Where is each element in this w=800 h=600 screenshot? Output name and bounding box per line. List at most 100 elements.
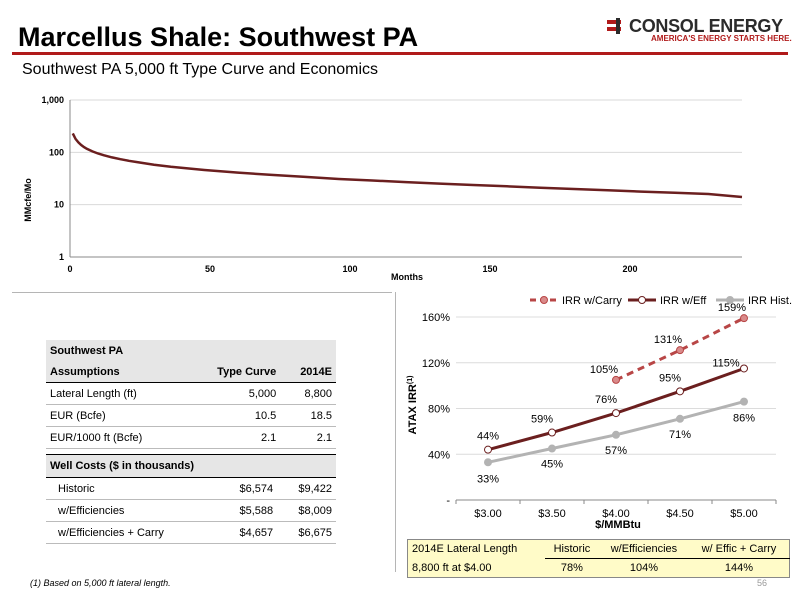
page-title: Marcellus Shale: Southwest PA bbox=[18, 22, 419, 52]
company-logo: CONSOL ENERGY AMERICA'S ENERGY STARTS HE… bbox=[607, 16, 792, 46]
table-row: w/Efficiencies + Carry $4,657 $6,675 bbox=[46, 521, 336, 544]
irr-table-carry-value: 144% bbox=[724, 562, 754, 574]
x-tick-label: $5.00 bbox=[730, 508, 758, 520]
panel-divider-vertical bbox=[395, 292, 396, 572]
irr-table-header-efficiencies: w/Efficiencies bbox=[598, 539, 689, 559]
row-label: EUR (Bcfe) bbox=[46, 404, 187, 427]
table-row: Historic $6,574 $9,422 bbox=[46, 477, 336, 500]
data-label: 95% bbox=[659, 372, 681, 384]
footnote: (1) Based on 5,000 ft lateral length. bbox=[30, 578, 171, 588]
irr-table-row-label: 8,800 ft at $4.00 bbox=[412, 561, 492, 574]
cell-2014e: $9,422 bbox=[277, 477, 336, 500]
irr-table-historic-value: 78% bbox=[560, 562, 583, 574]
x-tick-label: 200 bbox=[622, 264, 637, 274]
cell-2014e: $6,675 bbox=[277, 521, 336, 544]
y-tick-label: - bbox=[446, 495, 450, 507]
y-tick-label: 100 bbox=[49, 147, 64, 157]
title-divider bbox=[12, 52, 788, 55]
type-curve-line bbox=[71, 132, 743, 199]
irr-efficiency-point bbox=[612, 409, 620, 418]
x-tick-label: 100 bbox=[342, 264, 357, 274]
x-tick-label: $4.00 bbox=[602, 508, 630, 520]
irr-carry-point bbox=[740, 314, 748, 323]
cell-type-curve: $4,657 bbox=[218, 521, 278, 544]
y-tick-label: 1,000 bbox=[41, 95, 64, 105]
cell-type-curve: 5,000 bbox=[186, 382, 281, 405]
cell-type-curve: 2.1 bbox=[186, 426, 281, 449]
y-tick-label: 40% bbox=[428, 449, 450, 461]
row-label: EUR/1000 ft (Bcfe) bbox=[46, 426, 187, 449]
legend-label: IRR Hist. bbox=[748, 295, 792, 307]
cell-type-curve: $6,574 bbox=[218, 477, 278, 500]
irr-historic-point bbox=[484, 458, 492, 467]
x-axis-label: Months bbox=[391, 272, 423, 282]
irr-historic-point bbox=[548, 444, 556, 453]
legend-label: IRR w/Carry bbox=[562, 295, 622, 307]
irr-table-efficiencies-value: 104% bbox=[629, 562, 658, 574]
logo-name: CONSOL ENERGY bbox=[629, 16, 783, 36]
row-label: w/Efficiencies bbox=[46, 499, 219, 522]
y-tick-label: 1 bbox=[59, 252, 64, 262]
table-row: w/Efficiencies $5,588 $8,009 bbox=[46, 499, 336, 522]
cell-2014e: 2.1 bbox=[280, 426, 336, 449]
data-label: 105% bbox=[590, 364, 618, 376]
cell-2014e: $8,009 bbox=[277, 499, 336, 522]
data-label: 44% bbox=[477, 431, 499, 443]
table-row: Lateral Length (ft) 5,000 8,800 bbox=[46, 382, 336, 405]
legend-label: IRR w/Eff bbox=[660, 295, 707, 307]
irr-table-header-carry: w/ Effic + Carry bbox=[688, 539, 790, 559]
legend-swatch-marker bbox=[726, 296, 734, 304]
table-row: EUR (Bcfe) 10.5 18.5 bbox=[46, 404, 336, 427]
irr-carry-point bbox=[676, 346, 684, 355]
row-label: w/Efficiencies + Carry bbox=[46, 521, 219, 544]
y-tick-label: 80% bbox=[428, 404, 450, 416]
data-label: 57% bbox=[605, 445, 627, 457]
data-label: 86% bbox=[733, 413, 755, 425]
x-tick-label: $3.50 bbox=[538, 508, 566, 520]
cell-type-curve: 10.5 bbox=[186, 404, 281, 427]
irr-chart: - 40% 80% 120% 160% $3.00 $3.50 $4.00 $4.50 $5.0… bbox=[407, 295, 792, 531]
x-tick-label: $4.50 bbox=[666, 508, 694, 520]
logo-mark-icon bbox=[607, 18, 621, 34]
irr-historic-point bbox=[612, 430, 620, 439]
table-row: EUR/1000 ft (Bcfe) 2.1 2.1 bbox=[46, 426, 336, 449]
data-label: 115% bbox=[712, 357, 740, 369]
data-label: 131% bbox=[654, 334, 682, 346]
legend-swatch-marker bbox=[638, 296, 646, 304]
y-axis-label: MMcfe/Mo bbox=[23, 178, 33, 222]
cell-2014e: 18.5 bbox=[280, 404, 336, 427]
irr-table-header-label: 2014E Lateral Length bbox=[412, 543, 518, 556]
x-tick-label: 150 bbox=[482, 264, 497, 274]
irr-carry-point bbox=[612, 375, 620, 384]
irr-historic-point bbox=[740, 397, 748, 406]
irr-efficiency-point bbox=[548, 428, 556, 437]
row-label: Lateral Length (ft) bbox=[46, 382, 187, 405]
y-tick-label: 10 bbox=[54, 200, 64, 210]
y-tick-label: 160% bbox=[422, 312, 450, 324]
x-tick-label: $3.00 bbox=[474, 508, 502, 520]
data-label: 159% bbox=[718, 302, 746, 314]
type-curve-chart: 1 10 100 1,000 0 50 100 150 200 MMcfe/Mo Months bbox=[23, 95, 743, 282]
data-label: 45% bbox=[541, 459, 563, 471]
irr-table-header-historic: Historic bbox=[544, 539, 599, 559]
row-label: Historic bbox=[46, 477, 219, 500]
col-header-type-curve: Type Curve bbox=[186, 361, 281, 383]
y-axis-label: ATAX IRR(1) bbox=[407, 376, 419, 435]
x-tick-label: 50 bbox=[205, 264, 215, 274]
irr-historic-point bbox=[676, 414, 684, 423]
table-row: 8,800 ft at $4.00 78% 104% 144% bbox=[408, 559, 790, 578]
data-label: 71% bbox=[669, 429, 691, 441]
irr-efficiency-point bbox=[676, 387, 684, 396]
well-costs-table: Well Costs ($ in thousands) Historic $6,… bbox=[46, 454, 336, 544]
y-tick-label: 120% bbox=[422, 358, 450, 370]
irr-summary-table: 2014E Lateral Length Historic w/Efficien… bbox=[407, 539, 790, 578]
logo-tagline: AMERICA'S ENERGY STARTS HERE. bbox=[651, 34, 792, 43]
assumptions-header-line2: Assumptions bbox=[46, 361, 187, 383]
cell-type-curve: $5,588 bbox=[218, 499, 278, 522]
data-label: 59% bbox=[531, 414, 553, 426]
panel-divider-horizontal bbox=[12, 292, 392, 293]
data-label: 76% bbox=[595, 394, 617, 406]
col-header-2014e: 2014E bbox=[280, 361, 336, 383]
well-costs-header: Well Costs ($ in thousands) bbox=[46, 454, 336, 478]
irr-efficiency-point bbox=[740, 364, 748, 373]
